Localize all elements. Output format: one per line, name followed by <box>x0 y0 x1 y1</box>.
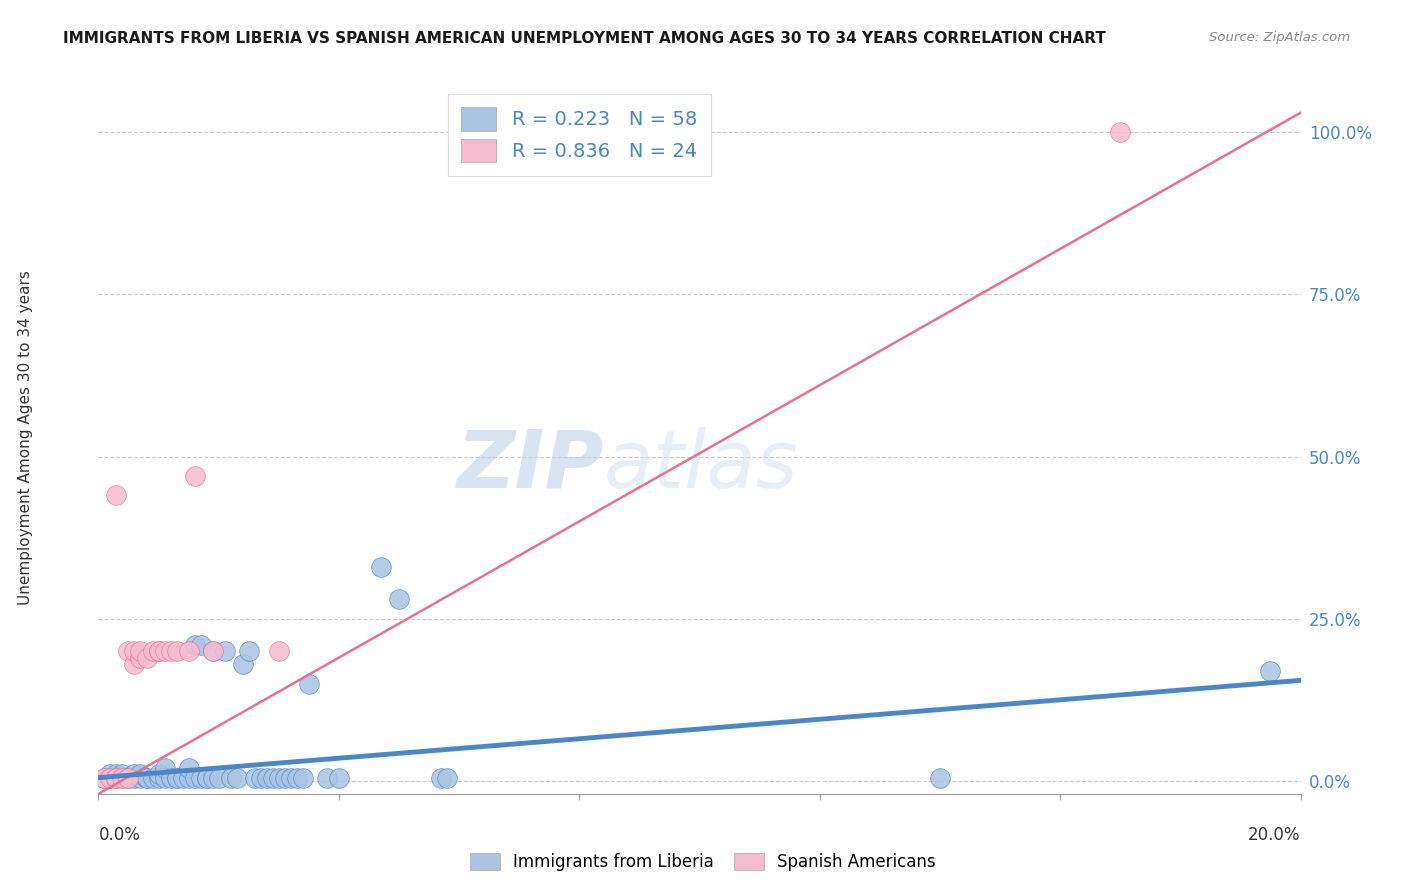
Point <box>177 771 200 785</box>
Point <box>256 771 278 785</box>
Point <box>100 771 122 785</box>
Legend: Immigrants from Liberia, Spanish Americans: Immigrants from Liberia, Spanish America… <box>461 845 945 880</box>
Point <box>166 644 188 658</box>
Point <box>430 771 453 785</box>
Point <box>267 771 290 785</box>
Point <box>141 644 163 658</box>
Point <box>298 676 321 690</box>
Text: 20.0%: 20.0% <box>1249 826 1301 844</box>
Text: IMMIGRANTS FROM LIBERIA VS SPANISH AMERICAN UNEMPLOYMENT AMONG AGES 30 TO 34 YEA: IMMIGRANTS FROM LIBERIA VS SPANISH AMERI… <box>63 31 1107 46</box>
Point <box>274 771 297 785</box>
Point <box>249 771 271 785</box>
Point <box>388 592 411 607</box>
Legend: R = 0.223   N = 58, R = 0.836   N = 24: R = 0.223 N = 58, R = 0.836 N = 24 <box>447 94 711 176</box>
Point <box>111 771 134 785</box>
Point <box>111 771 134 785</box>
Point <box>177 761 200 775</box>
Text: atlas: atlas <box>603 426 799 505</box>
Point <box>117 771 139 785</box>
Point <box>117 771 139 785</box>
Point <box>166 771 188 785</box>
Text: Source: ZipAtlas.com: Source: ZipAtlas.com <box>1209 31 1350 45</box>
Point <box>148 644 170 658</box>
Point <box>201 644 224 658</box>
Point <box>129 767 152 781</box>
Point <box>183 771 205 785</box>
Point <box>129 650 152 665</box>
Point <box>214 644 236 658</box>
Point <box>291 771 314 785</box>
Point <box>285 771 308 785</box>
Point <box>105 771 128 785</box>
Point <box>129 771 152 785</box>
Point <box>93 771 115 785</box>
Point <box>190 771 212 785</box>
Point <box>190 638 212 652</box>
Point <box>172 771 194 785</box>
Point <box>208 771 231 785</box>
Point <box>201 771 224 785</box>
Point <box>117 644 139 658</box>
Point <box>201 644 224 658</box>
Point <box>370 559 392 574</box>
Point <box>105 771 128 785</box>
Point <box>124 657 146 672</box>
Point <box>124 767 146 781</box>
Point <box>315 771 337 785</box>
Point <box>1260 664 1282 678</box>
Point <box>105 771 128 785</box>
Point <box>100 767 122 781</box>
Point <box>232 657 254 672</box>
Point <box>117 771 139 785</box>
Point <box>135 771 157 785</box>
Point <box>243 771 266 785</box>
Point <box>238 644 260 658</box>
Point <box>159 644 181 658</box>
Point <box>183 638 205 652</box>
Point <box>267 644 290 658</box>
Point <box>195 771 218 785</box>
Point <box>153 644 176 658</box>
Point <box>135 771 157 785</box>
Point <box>159 771 181 785</box>
Point <box>111 767 134 781</box>
Point <box>153 771 176 785</box>
Point <box>225 771 247 785</box>
Point <box>153 761 176 775</box>
Point <box>124 771 146 785</box>
Point <box>148 767 170 781</box>
Point <box>105 767 128 781</box>
Text: ZIP: ZIP <box>456 426 603 505</box>
Point <box>177 644 200 658</box>
Text: 0.0%: 0.0% <box>98 826 141 844</box>
Point <box>124 644 146 658</box>
Point <box>166 771 188 785</box>
Point <box>328 771 350 785</box>
Point <box>105 488 128 502</box>
Point <box>148 644 170 658</box>
Text: Unemployment Among Ages 30 to 34 years: Unemployment Among Ages 30 to 34 years <box>18 269 32 605</box>
Point <box>195 771 218 785</box>
Point <box>141 771 163 785</box>
Point <box>929 771 952 785</box>
Point <box>148 771 170 785</box>
Point <box>135 650 157 665</box>
Point <box>183 469 205 483</box>
Point <box>280 771 302 785</box>
Point <box>93 771 115 785</box>
Point <box>262 771 284 785</box>
Point <box>1109 125 1132 139</box>
Point <box>100 771 122 785</box>
Point <box>129 644 152 658</box>
Point <box>219 771 242 785</box>
Point <box>436 771 458 785</box>
